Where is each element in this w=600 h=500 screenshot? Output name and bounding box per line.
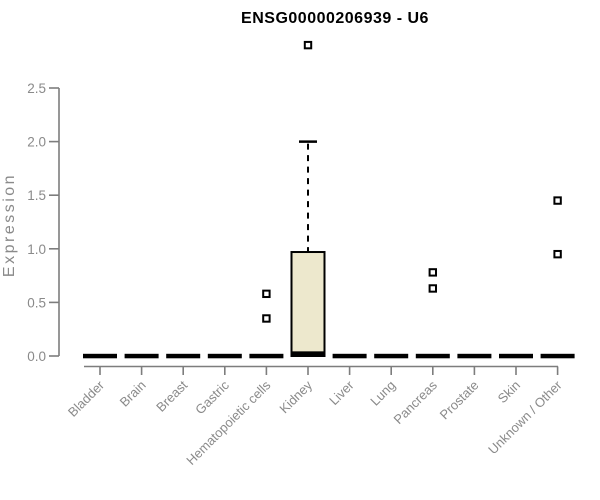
outlier-point-unknown-other xyxy=(553,196,562,205)
x-tick-label-skin: Skin xyxy=(495,378,523,406)
flat-box-hematopoietic-cells xyxy=(249,353,284,359)
y-tick-label: 2.5 xyxy=(27,81,46,96)
flat-box-lung xyxy=(374,353,409,359)
flat-box-unknown-other xyxy=(540,353,575,359)
y-tick-label: 1.0 xyxy=(27,242,46,257)
outlier-point-unknown-other xyxy=(553,249,562,259)
x-tick-label-bladder: Bladder xyxy=(65,377,108,420)
y-axis-label: Expression xyxy=(1,173,18,277)
x-tick-label-brain: Brain xyxy=(117,378,149,410)
flat-box-bladder xyxy=(83,353,117,359)
median-line-kidney xyxy=(290,351,326,357)
x-tick-label-pancreas: Pancreas xyxy=(390,377,440,427)
x-tick-label-prostate: Prostate xyxy=(437,378,482,423)
box-kidney xyxy=(290,251,326,358)
x-tick-label-breast: Breast xyxy=(153,377,190,414)
boxes-group xyxy=(83,40,575,359)
flat-box-brain xyxy=(124,353,159,359)
flat-box-pancreas xyxy=(415,353,450,359)
x-tick-label-lung: Lung xyxy=(367,378,398,409)
outlier-point-hematopoietic-cells xyxy=(262,314,271,323)
flat-box-breast xyxy=(166,353,201,359)
chart-title: ENSG00000206939 - U6 xyxy=(241,10,429,27)
outlier-point-kidney xyxy=(303,40,313,50)
x-tick-label-unknown-other: Unknown / Other xyxy=(485,377,565,457)
y-tick-label: 0.0 xyxy=(27,349,46,364)
x-tick-label-kidney: Kidney xyxy=(276,377,315,416)
y-tick-label: 2.0 xyxy=(27,135,46,150)
y-tick-label: 1.5 xyxy=(27,188,46,203)
outlier-point-pancreas xyxy=(428,268,438,277)
x-tick-label-liver: Liver xyxy=(326,377,357,408)
outlier-point-pancreas xyxy=(428,284,438,293)
flat-box-gastric xyxy=(207,353,242,359)
outlier-point-hematopoietic-cells xyxy=(262,289,271,299)
y-tick-label: 0.5 xyxy=(27,295,46,310)
flat-box-liver xyxy=(332,353,367,359)
flat-box-prostate xyxy=(457,353,492,359)
x-tick-label-gastric: Gastric xyxy=(192,377,232,417)
flat-box-skin xyxy=(499,353,533,359)
